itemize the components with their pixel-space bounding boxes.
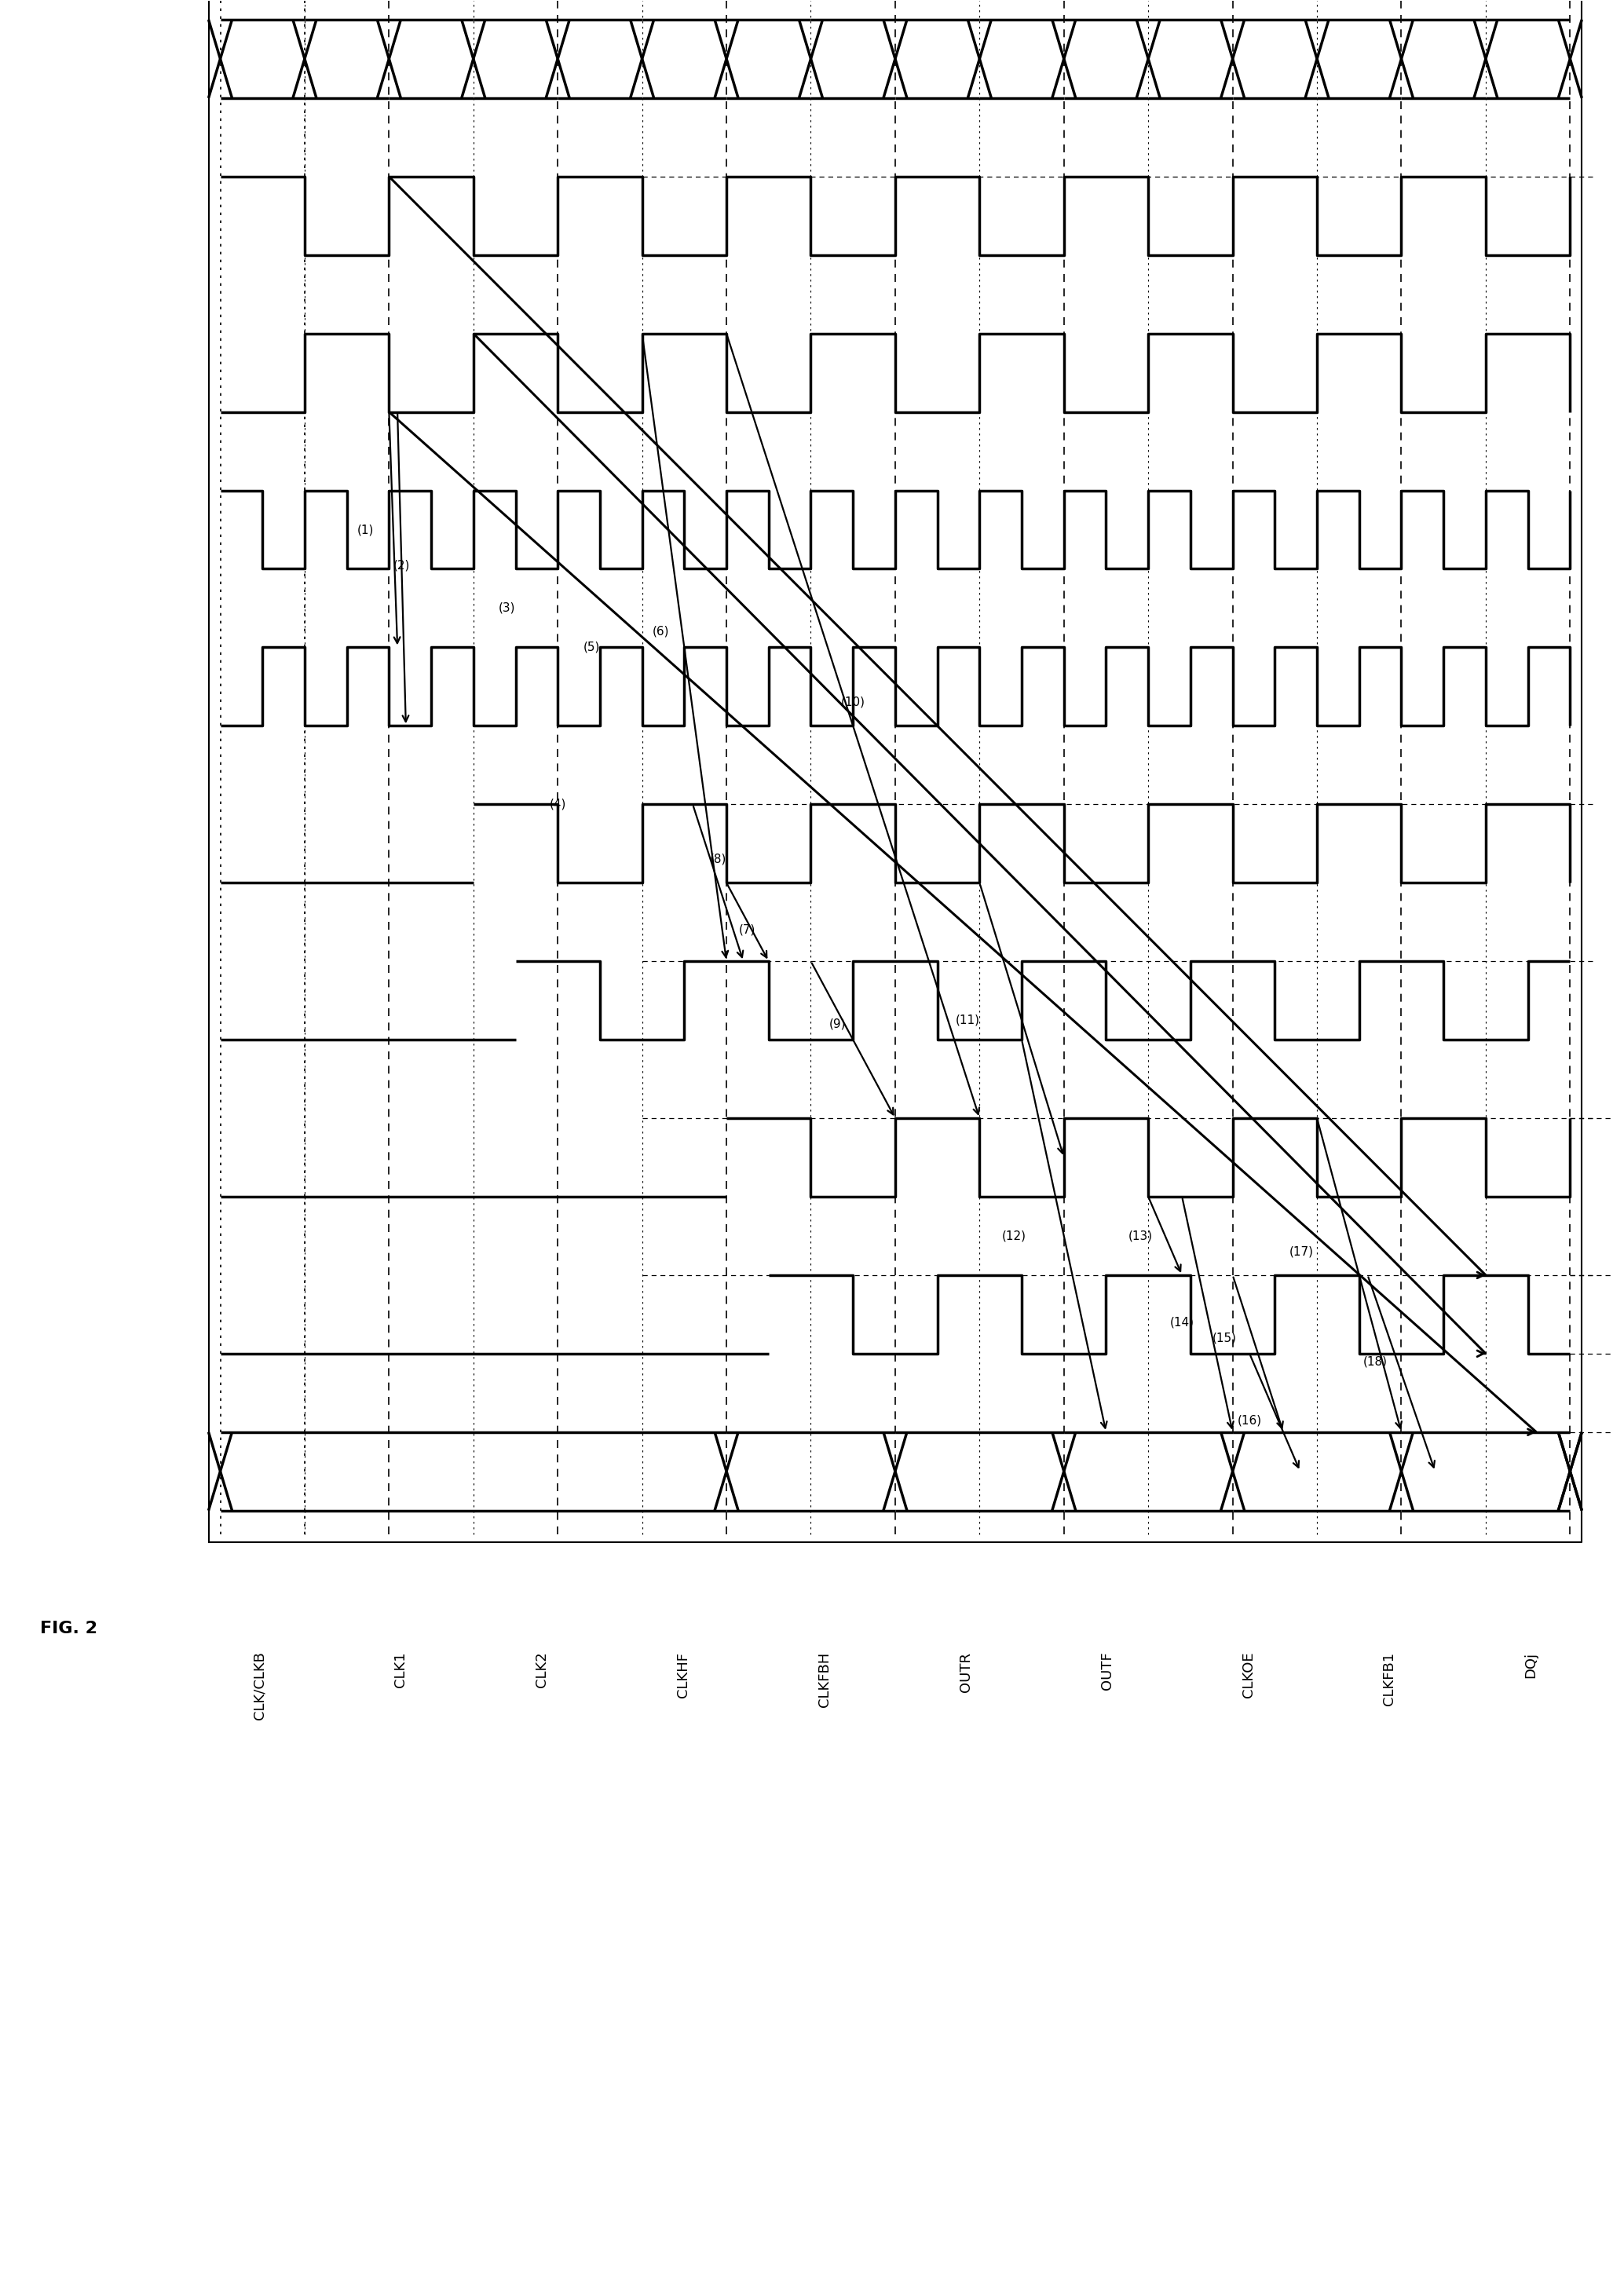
Text: CLK2: CLK2 [536,1651,548,1688]
Text: OUTR: OUTR [958,1651,973,1692]
Text: CLKFBH: CLKFBH [818,1651,832,1706]
Text: (14): (14) [1169,1316,1194,1327]
Text: (13): (13) [1127,1231,1153,1242]
Text: (8): (8) [710,854,726,866]
Text: FIG. 2: FIG. 2 [40,1621,97,1637]
Text: (10): (10) [840,696,865,707]
Text: CLKHF: CLKHF [676,1651,690,1697]
Text: OUTF: OUTF [1100,1651,1115,1690]
Text: CLKOE: CLKOE [1242,1651,1255,1697]
Text: CLKFB1: CLKFB1 [1382,1651,1397,1706]
Text: CLK/CLKB: CLK/CLKB [253,1651,266,1720]
Text: (2): (2) [394,560,410,572]
Text: (17): (17) [1289,1247,1313,1258]
Text: (15): (15) [1213,1332,1237,1343]
Text: (3): (3) [498,602,516,613]
Text: (11): (11) [955,1015,981,1026]
Text: (12): (12) [1002,1231,1026,1242]
Text: (4): (4) [550,799,566,810]
Text: (18): (18) [1363,1355,1387,1368]
Text: (7): (7) [739,923,756,937]
Text: (6): (6) [652,627,669,638]
Text: CLK1: CLK1 [394,1651,408,1688]
Text: (16): (16) [1237,1414,1261,1426]
Text: (1): (1) [356,523,374,535]
Text: (5): (5) [582,641,600,654]
Text: (9): (9) [829,1017,845,1031]
Text: DQj: DQj [1524,1651,1537,1678]
